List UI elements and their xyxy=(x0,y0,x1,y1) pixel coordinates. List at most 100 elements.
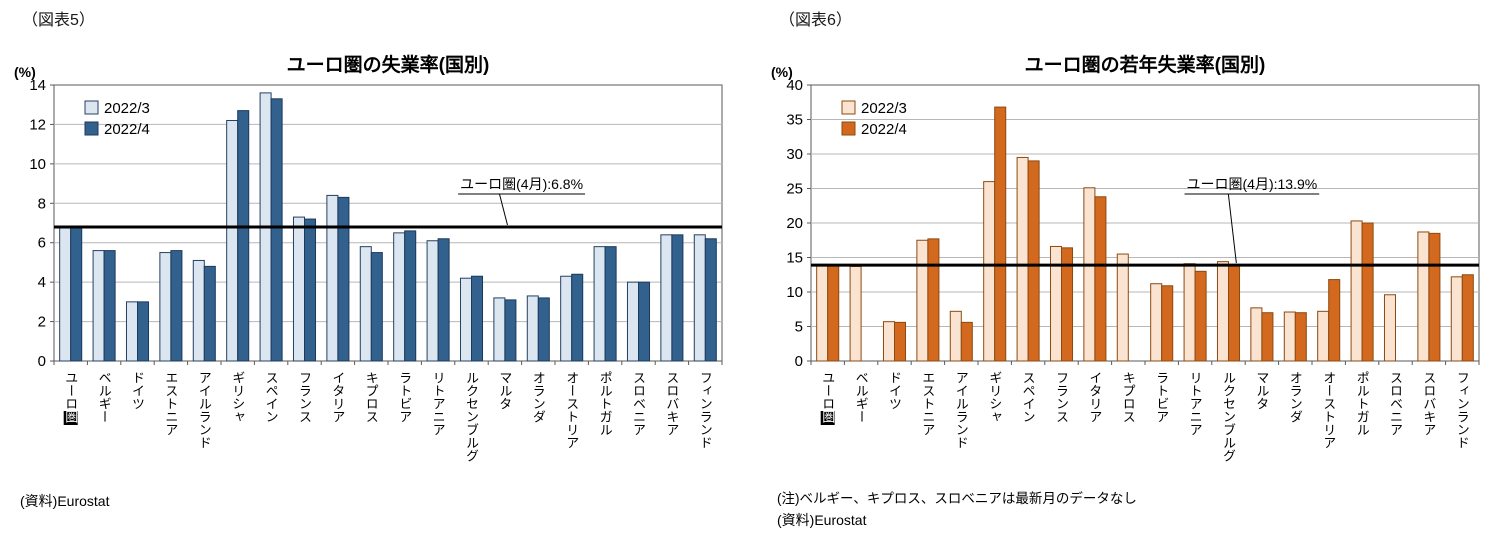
x-category-label: スロバキア xyxy=(1421,371,1436,436)
legend-label: 2022/3 xyxy=(861,100,907,117)
y-tick-label: 10 xyxy=(786,284,803,301)
bar-2022/3 xyxy=(916,239,929,362)
youth-unemployment-rate-bar-chart: 0 5 10 15 20 25 30 35 40 ユーロ圏 ベルギー ドイツ エストニア アイルランド ギリ… xyxy=(786,77,1480,462)
bar-2022/3 xyxy=(816,263,829,362)
x-category-label: アイルランド xyxy=(197,371,212,449)
bar-2022/3 xyxy=(1083,187,1096,362)
x-category-label: ドイツ xyxy=(130,371,145,410)
bar-2022/4 xyxy=(471,275,484,362)
highlighted-char-box xyxy=(63,411,78,425)
bar-2022/3 xyxy=(1016,156,1029,362)
bar-2022/3 xyxy=(92,250,105,362)
bar-2022/4 xyxy=(1328,279,1341,362)
y-tick-label: 2 xyxy=(38,314,46,331)
x-category-label: ドイツ xyxy=(887,371,902,410)
x-category-label: スロバキア xyxy=(664,371,679,436)
bar-2022/4 xyxy=(103,250,116,362)
bar-2022/3 xyxy=(292,216,305,362)
bar-2022/4 xyxy=(1461,274,1474,362)
x-category-label: キプロス xyxy=(1121,371,1136,423)
bar-2022/4 xyxy=(671,234,684,362)
y-tick-label: 20 xyxy=(786,215,803,232)
x-category-label: オランダ xyxy=(1288,371,1303,423)
bar-2022/3 xyxy=(226,119,239,362)
bar-2022/4 xyxy=(370,252,383,362)
x-category-label: リトアニア xyxy=(1188,371,1203,436)
bar-2022/3 xyxy=(459,277,472,362)
bar-2022/3 xyxy=(59,226,72,362)
figure5-y-axis-unit: (%) xyxy=(14,64,36,80)
bar-2022/3 xyxy=(626,281,640,362)
x-category-label: スロベニア xyxy=(1388,371,1403,436)
bar-2022/3 xyxy=(849,265,862,362)
figure5-label: （図表5） xyxy=(22,12,95,29)
bar-2022/4 xyxy=(960,321,973,362)
bar-2022/3 xyxy=(1116,253,1129,362)
x-category-label: ユーロ圏 xyxy=(63,371,78,424)
x-category-label: マルタ xyxy=(1254,371,1269,410)
y-tick-label: 15 xyxy=(786,250,803,267)
annotation-leader-line xyxy=(1227,193,1237,264)
legend-label: 2022/4 xyxy=(861,121,907,138)
bar-2022/4 xyxy=(537,297,550,362)
bar-2022/4 xyxy=(70,226,83,362)
y-tick-label: 30 xyxy=(786,146,803,163)
legend-swatch-2022/3 xyxy=(84,100,99,115)
bar-2022/4 xyxy=(927,238,940,362)
y-tick-label: 8 xyxy=(38,195,46,212)
bar-2022/4 xyxy=(1428,232,1441,362)
x-category-label: イタリア xyxy=(330,371,345,423)
x-category-label: ルクセンブルグ xyxy=(464,371,479,462)
y-tick-label: 0 xyxy=(38,353,46,370)
legend-swatch-2022/4 xyxy=(84,121,99,136)
bar-2022/4 xyxy=(1061,247,1074,362)
x-category-label: フィンランド xyxy=(1455,371,1470,449)
bar-2022/3 xyxy=(882,321,895,362)
bar-2022/4 xyxy=(638,281,651,362)
bar-2022/3 xyxy=(693,234,706,362)
bar-2022/4 xyxy=(1027,160,1040,362)
bar-2022/3 xyxy=(493,297,506,362)
bar-2022/3 xyxy=(1417,231,1430,362)
x-category-label: ルクセンブルグ xyxy=(1221,371,1236,462)
x-category-label: ギリシャ xyxy=(230,371,245,423)
annotation-leader-line xyxy=(498,193,508,226)
x-category-label: キプロス xyxy=(364,371,379,423)
x-category-label: リトアニア xyxy=(431,371,446,436)
unemployment-rate-bar-chart: 0 2 4 6 8 10 12 14 ユーロ圏 ベルギー ドイツ エストニア アイルランド ギリシャ スペイ… xyxy=(29,77,723,462)
bar-2022/4 xyxy=(437,238,450,362)
bar-2022/4 xyxy=(571,273,584,362)
y-tick-label: 14 xyxy=(29,77,46,94)
bar-2022/4 xyxy=(404,230,417,362)
bar-2022/3 xyxy=(949,310,962,362)
x-category-label: イタリア xyxy=(1087,371,1102,423)
y-tick-label: 12 xyxy=(29,116,46,133)
reference-annotation: ユーロ圏(4月):13.9% xyxy=(1187,176,1318,192)
x-category-label: オーストリア xyxy=(1321,371,1336,449)
bar-2022/4 xyxy=(1294,312,1307,362)
y-tick-label: 0 xyxy=(795,353,803,370)
figure6-chart-title: ユーロ圏の若年失業率(国別) xyxy=(1024,55,1266,76)
x-category-label: フランス xyxy=(297,371,312,423)
bar-2022/3 xyxy=(1450,276,1463,362)
bar-2022/3 xyxy=(192,259,205,362)
x-category-label: スロベニア xyxy=(631,371,646,436)
bar-2022/3 xyxy=(526,295,539,362)
x-category-label: ラトビア xyxy=(1154,371,1169,423)
x-category-label: フィンランド xyxy=(698,371,713,449)
figure5-source: (資料)Eurostat xyxy=(20,493,110,509)
bar-2022/3 xyxy=(125,301,138,362)
bar-2022/3 xyxy=(983,181,996,362)
x-category-label: ギリシャ xyxy=(987,371,1002,423)
legend-swatch-2022/3 xyxy=(841,100,856,115)
figure5-chart-title: ユーロ圏の失業率(国別) xyxy=(286,55,490,76)
bar-2022/4 xyxy=(504,299,517,362)
figure6-label: （図表6） xyxy=(779,12,852,29)
bar-2022/4 xyxy=(337,196,350,362)
x-category-label: スペイン xyxy=(264,371,279,423)
legend-swatch-2022/4 xyxy=(841,121,856,136)
figure6-source: (資料)Eurostat xyxy=(777,512,867,528)
reference-annotation: ユーロ圏(4月):6.8% xyxy=(460,176,583,192)
bar-2022/4 xyxy=(1094,196,1107,362)
bar-2022/4 xyxy=(1194,270,1207,362)
